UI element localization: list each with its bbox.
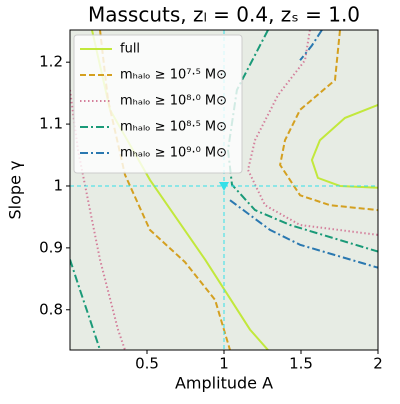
y-tick-label: 0.9 [39,238,63,256]
contour-line [299,30,323,61]
x-tick-label: 1 [219,355,229,373]
y-tick-label: 1 [53,176,63,194]
x-tick-label: 0.5 [135,355,159,373]
contour-line [246,30,378,236]
y-tick-label: 1.2 [39,53,63,71]
contour-line [99,30,231,350]
legend-label: full [120,42,140,57]
x-tick-label: 1.5 [289,355,313,373]
contour-line [70,259,101,350]
y-tick-label: 1.1 [39,115,63,133]
legend-label: mₕₐₗₒ ≥ 10⁷·⁵ M⊙ [120,68,227,83]
legend-label: mₕₐₗₒ ≥ 10⁹·⁰ M⊙ [120,146,227,161]
x-tick-label: 2 [373,355,383,373]
legend-box [73,34,243,174]
contour-line [70,89,126,350]
contour-line [229,199,378,269]
chart-title: Masscuts, zₗ = 0.4, zₛ = 1.0 [88,3,360,27]
contour-line [279,30,378,212]
legend-label: mₕₐₗₒ ≥ 10⁸·⁵ M⊙ [120,120,227,135]
x-axis-label: Amplitude A [175,374,273,393]
y-tick-label: 0.8 [39,300,63,318]
reference-marker [219,181,229,191]
y-axis-label: Slope γ [6,161,25,220]
legend-label: mₕₐₗₒ ≥ 10⁸·⁰ M⊙ [120,94,227,109]
